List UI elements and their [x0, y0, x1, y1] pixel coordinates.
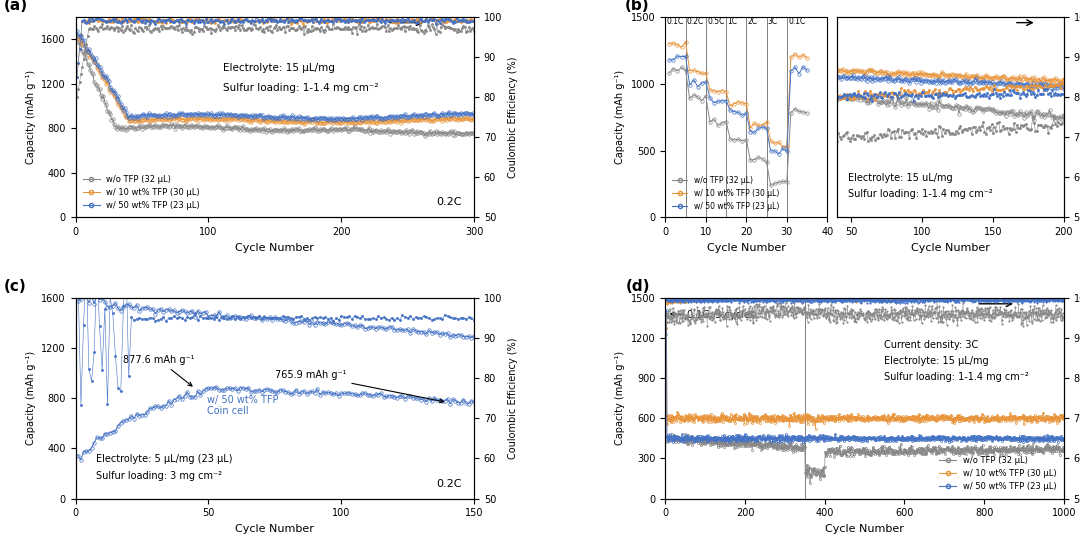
Text: (c): (c) [4, 279, 27, 294]
Text: Electrolyte: 5 μL/mg (23 μL): Electrolyte: 5 μL/mg (23 μL) [95, 454, 232, 464]
X-axis label: Cycle Number: Cycle Number [707, 243, 786, 253]
Text: 0.2C: 0.2C [436, 479, 462, 489]
Y-axis label: Capacity (mAh g⁻¹): Capacity (mAh g⁻¹) [26, 351, 36, 445]
Y-axis label: Capacity (mAh g⁻¹): Capacity (mAh g⁻¹) [616, 70, 625, 164]
Text: 0.1C: 0.1C [666, 17, 684, 25]
Text: 0.1C: 3 cycles: 0.1C: 3 cycles [671, 310, 755, 320]
Legend: w/o TFP (32 μL), w/ 10 wt% TFP (30 μL), w/ 50 wt% TFP (23 μL): w/o TFP (32 μL), w/ 10 wt% TFP (30 μL), … [936, 453, 1059, 494]
Text: Sulfur loading: 1-1.4 mg cm⁻²: Sulfur loading: 1-1.4 mg cm⁻² [224, 83, 378, 93]
Text: Electrolyte: 15 μL/mg: Electrolyte: 15 μL/mg [224, 63, 335, 73]
X-axis label: Cycle Number: Cycle Number [910, 243, 990, 253]
Text: Sulfur loading: 1-1.4 mg cm⁻²: Sulfur loading: 1-1.4 mg cm⁻² [849, 189, 994, 199]
Text: (a): (a) [4, 0, 28, 13]
Text: 765.9 mAh g⁻¹: 765.9 mAh g⁻¹ [274, 370, 444, 403]
Text: Electrolyte: 15 μL/mg: Electrolyte: 15 μL/mg [885, 356, 989, 366]
Text: Current density: 3C: Current density: 3C [885, 340, 978, 350]
Text: Sulfur loading: 3 mg cm⁻²: Sulfur loading: 3 mg cm⁻² [95, 470, 221, 480]
Text: 877.6 mAh g⁻¹: 877.6 mAh g⁻¹ [123, 355, 194, 386]
Y-axis label: Coulombic Efficiency (%): Coulombic Efficiency (%) [508, 57, 517, 178]
Text: (b): (b) [625, 0, 649, 13]
Text: (d): (d) [625, 279, 650, 294]
Legend: w/o TFP (32 μL), w/ 10 wt% TFP (30 μL), w/ 50 wt% TFP (23 μL): w/o TFP (32 μL), w/ 10 wt% TFP (30 μL), … [670, 173, 782, 214]
Y-axis label: Capacity (mAh g⁻¹): Capacity (mAh g⁻¹) [26, 70, 36, 164]
Text: 0.2C: 0.2C [436, 197, 462, 207]
Text: 3C: 3C [768, 17, 778, 25]
Legend: w/o TFP (32 μL), w/ 10 wt% TFP (30 μL), w/ 50 wt% TFP (23 μL): w/o TFP (32 μL), w/ 10 wt% TFP (30 μL), … [80, 171, 203, 213]
Y-axis label: Coulombic Efficiency (%): Coulombic Efficiency (%) [508, 337, 517, 459]
Text: Electrolyte: 15 uL/mg: Electrolyte: 15 uL/mg [849, 173, 953, 183]
Text: 0.2C: 0.2C [687, 17, 704, 25]
Text: Sulfur loading: 1-1.4 mg cm⁻²: Sulfur loading: 1-1.4 mg cm⁻² [885, 372, 1029, 382]
X-axis label: Cycle Number: Cycle Number [235, 243, 314, 253]
Text: 0.5C: 0.5C [707, 17, 725, 25]
Text: w/ 50 wt% TFP
Coin cell: w/ 50 wt% TFP Coin cell [207, 394, 279, 416]
Text: 0.1C: 0.1C [788, 17, 806, 25]
X-axis label: Cycle Number: Cycle Number [825, 524, 904, 534]
Text: 1C: 1C [727, 17, 738, 25]
Y-axis label: Capacity (mAh g⁻¹): Capacity (mAh g⁻¹) [616, 351, 625, 445]
X-axis label: Cycle Number: Cycle Number [235, 524, 314, 534]
Text: 2C: 2C [747, 17, 757, 25]
